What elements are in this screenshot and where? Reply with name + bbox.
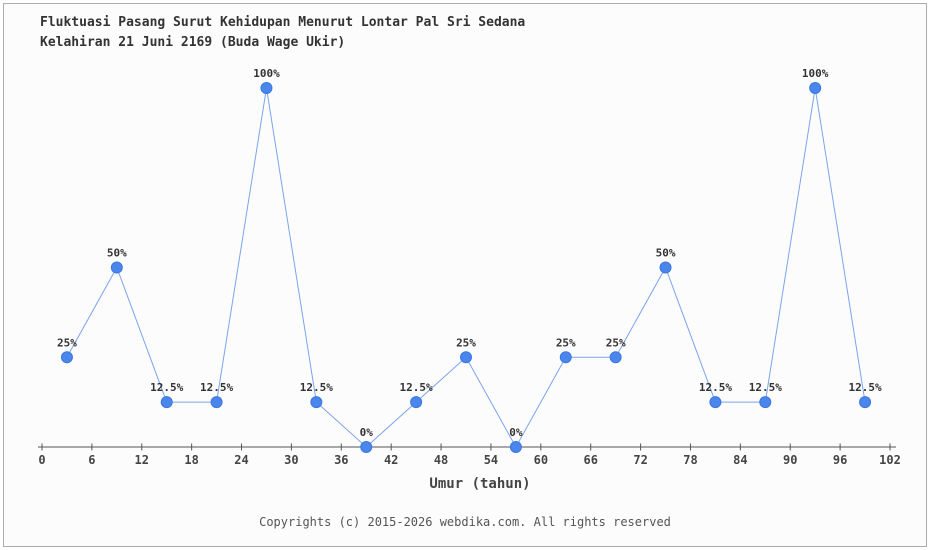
- data-point-marker: [509, 441, 522, 453]
- data-point-label: 0%: [509, 426, 523, 439]
- data-point-marker: [210, 396, 223, 409]
- x-tick-label: 102: [879, 453, 901, 467]
- x-tick-label: 36: [334, 453, 348, 467]
- series-line: [66, 87, 866, 449]
- data-point-label: 12.5%: [150, 381, 183, 394]
- data-point-marker: [310, 396, 323, 409]
- data-point-label: 25%: [57, 336, 77, 349]
- data-point-label: 12.5%: [400, 381, 433, 394]
- data-point-marker: [360, 441, 373, 453]
- data-point-marker: [659, 261, 672, 274]
- x-tick-label: 78: [683, 453, 697, 467]
- x-tick-label: 96: [833, 453, 847, 467]
- x-tick-label: 18: [184, 453, 198, 467]
- data-point-label: 12.5%: [749, 381, 782, 394]
- data-point-label: 50%: [107, 247, 127, 260]
- data-point-label: 12.5%: [200, 381, 233, 394]
- x-axis-title: Umur (tahun): [429, 476, 530, 492]
- x-tick-label: 72: [633, 453, 647, 467]
- data-point-label: 25%: [556, 336, 576, 349]
- data-point-marker: [559, 351, 572, 364]
- data-point-label: 0%: [360, 426, 374, 439]
- chart-title-line1: Fluktuasi Pasang Surut Kehidupan Menurut…: [40, 15, 526, 30]
- data-point-marker: [260, 82, 273, 94]
- x-tick-label: 84: [733, 453, 747, 467]
- x-tick-label: 42: [384, 453, 398, 467]
- data-point-label: 25%: [456, 336, 476, 349]
- x-tick-label: 48: [434, 453, 448, 467]
- x-tick-label: 66: [583, 453, 597, 467]
- data-point-marker: [709, 396, 722, 409]
- data-point-marker: [60, 351, 73, 364]
- data-point-label: 50%: [656, 247, 676, 260]
- x-tick-label: 90: [783, 453, 797, 467]
- x-tick-label: 0: [38, 453, 45, 467]
- chart-title: Fluktuasi Pasang Surut Kehidupan Menurut…: [40, 13, 525, 53]
- data-point-marker: [110, 261, 123, 274]
- data-point-marker: [410, 396, 423, 409]
- page-frame: Fluktuasi Pasang Surut Kehidupan Menurut…: [3, 3, 927, 547]
- data-point-marker: [609, 351, 622, 364]
- x-tick-label: 54: [484, 453, 498, 467]
- line-chart: 0 6 12 18 24 30 36 42 48 54 60 66 72 78 84 90 96 102 25% 50…: [38, 67, 901, 492]
- x-tick-label: 24: [234, 453, 248, 467]
- x-tick-label: 30: [284, 453, 298, 467]
- data-point-marker: [759, 396, 772, 409]
- data-point-label: 100%: [253, 67, 280, 80]
- footer-copyright: Copyrights (c) 2015-2026 webdika.com. Al…: [259, 515, 671, 529]
- chart-title-line2: Kelahiran 21 Juni 2169 (Buda Wage Ukir): [40, 35, 346, 50]
- data-point-marker: [160, 396, 173, 409]
- x-tick-label: 6: [88, 453, 95, 467]
- data-point-marker: [809, 82, 822, 94]
- x-tick-label: 60: [534, 453, 548, 467]
- data-point-label: 12.5%: [699, 381, 732, 394]
- x-tick-label: 12: [135, 453, 149, 467]
- data-point-label: 12.5%: [848, 381, 881, 394]
- data-point-marker: [859, 396, 872, 409]
- data-point-label: 100%: [802, 67, 829, 80]
- data-point-label: 25%: [606, 336, 626, 349]
- data-point-label: 12.5%: [300, 381, 333, 394]
- data-point-marker: [460, 351, 472, 364]
